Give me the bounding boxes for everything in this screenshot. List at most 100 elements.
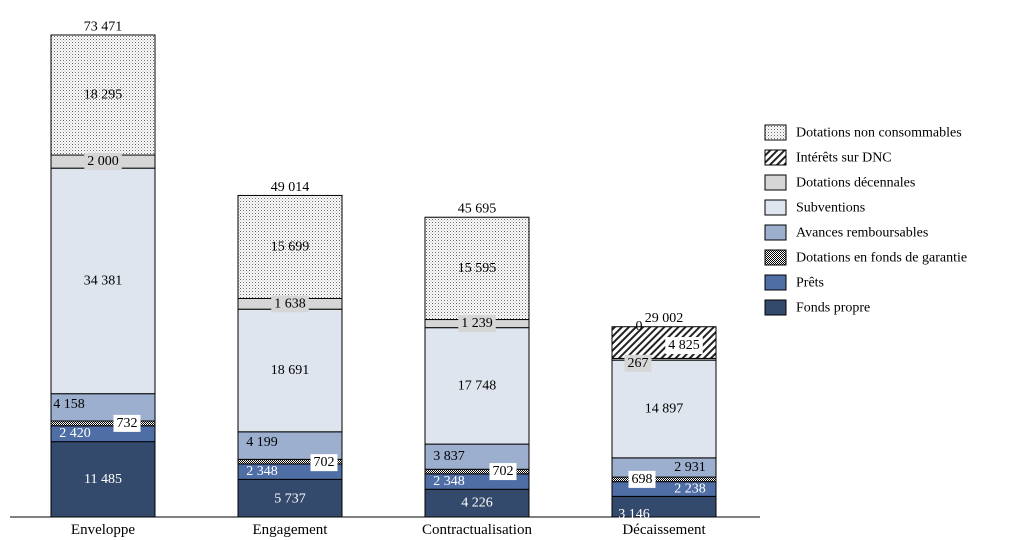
data-label-prets-enveloppe-group: 2 420 bbox=[59, 426, 91, 441]
data-label-dotations-non-consommables-engagement-group: 15 699 bbox=[271, 239, 310, 254]
bar-segment-subventions-engagement bbox=[237, 308, 343, 433]
legend-item-fonds-propre: Fonds propre bbox=[764, 299, 870, 316]
data-label-prets-decaissement-group: 2 238 bbox=[674, 482, 706, 497]
data-label-dotations-decennales-decaissement-box bbox=[624, 354, 652, 372]
data-label-avances-remboursables-decaissement: 2 931 bbox=[674, 460, 706, 475]
data-label-dotations-decennales-enveloppe-group: 2 000 bbox=[84, 153, 122, 171]
total-label-decaissement: 29 002 bbox=[645, 311, 684, 326]
data-label-subventions-enveloppe: 34 381 bbox=[84, 273, 123, 288]
data-label-dotations-decennales-enveloppe: 2 000 bbox=[87, 154, 119, 169]
data-label-dotations-decennales-enveloppe-box bbox=[84, 153, 122, 171]
legend-swatch-prets bbox=[764, 274, 787, 291]
data-label-dotations-non-consommables-contractualisation-group: 15 595 bbox=[458, 261, 497, 276]
legend-label-dotations-en-fonds-de-garantie: Dotations en fonds de garantie bbox=[796, 251, 967, 266]
legend-label-dotations-non-consommables: Dotations non consommables bbox=[796, 126, 962, 141]
category-label-decaissement: Décaissement bbox=[622, 522, 706, 538]
data-label-interets-sur-dnc-decaissement: 4 825 bbox=[668, 338, 700, 353]
data-label-prets-contractualisation-group: 2 348 bbox=[433, 474, 465, 489]
data-label-prets-contractualisation: 2 348 bbox=[433, 474, 465, 489]
legend-label-prets: Prêts bbox=[796, 276, 824, 291]
data-label-fonds-propre-contractualisation: 4 226 bbox=[461, 496, 493, 511]
data-label-fonds-propre-contractualisation-group: 4 226 bbox=[461, 496, 493, 511]
data-label-fonds-propre-decaissement: 3 146 bbox=[618, 507, 650, 522]
data-label-dotations-en-fonds-de-garantie-enveloppe-group: 732 bbox=[113, 414, 141, 432]
data-label-dotations-decennales-contractualisation-box bbox=[458, 315, 496, 333]
bar-segment-dotations-non-consommables-enveloppe bbox=[50, 34, 156, 156]
data-label-fonds-propre-decaissement-group: 3 146 bbox=[618, 507, 650, 522]
data-label-dotations-non-consommables-engagement: 15 699 bbox=[271, 239, 310, 254]
legend-swatch-dotations-decennales bbox=[764, 174, 787, 191]
data-label-dotations-en-fonds-de-garantie-contractualisation-group: 702 bbox=[489, 463, 517, 481]
legend-swatch-dotations-en-fonds-de-garantie bbox=[764, 249, 787, 266]
category-label-contractualisation: Contractualisation bbox=[422, 522, 532, 538]
bar-segment-dotations-non-consommables-engagement bbox=[237, 194, 343, 299]
data-label-dotations-decennales-engagement-box bbox=[271, 295, 309, 313]
category-labels: Enveloppe Engagement Contractualisation Déc… bbox=[71, 522, 707, 538]
bar-segment-dotations-non-consommables-contractualisation bbox=[424, 216, 530, 321]
legend-item-subventions: Subventions bbox=[764, 199, 865, 216]
data-label-dotations-en-fonds-de-garantie-enveloppe: 732 bbox=[117, 416, 138, 431]
total-label-enveloppe-group: 73 471 bbox=[84, 20, 123, 35]
data-label-dotations-en-fonds-de-garantie-enveloppe-box bbox=[113, 414, 141, 432]
data-label-subventions-engagement: 18 691 bbox=[271, 363, 310, 378]
bar-segment-fonds-propre-contractualisation bbox=[424, 488, 530, 518]
data-label-dotations-non-consommables-contractualisation: 15 595 bbox=[458, 261, 497, 276]
data-label-dotations-decennales-decaissement-group: 267 bbox=[624, 354, 652, 372]
data-label-interets-sur-dnc-decaissement-box bbox=[665, 337, 703, 355]
data-label-avances-remboursables-enveloppe: 4 158 bbox=[53, 397, 85, 412]
data-label-dotations-en-fonds-de-garantie-engagement-box bbox=[310, 454, 338, 472]
data-label-dotations-non-consommables-decaissement-group: 0 bbox=[636, 319, 643, 334]
legend-item-prets: Prêts bbox=[764, 274, 824, 291]
data-label-dotations-decennales-decaissement: 267 bbox=[628, 356, 649, 371]
legend-label-interets-sur-dnc: Intérêts sur DNC bbox=[796, 151, 892, 166]
legend-item-dotations-non-consommables: Dotations non consommables bbox=[764, 124, 962, 141]
legend-swatch-subventions bbox=[764, 199, 787, 216]
category-label-enveloppe: Enveloppe bbox=[71, 522, 135, 538]
data-label-subventions-engagement-group: 18 691 bbox=[271, 363, 310, 378]
data-label-dotations-en-fonds-de-garantie-decaissement-box bbox=[628, 470, 656, 488]
legend-item-dotations-decennales: Dotations décennales bbox=[764, 174, 915, 191]
data-label-dotations-non-consommables-enveloppe-group: 18 295 bbox=[84, 88, 123, 103]
data-label-subventions-enveloppe-group: 34 381 bbox=[84, 273, 123, 288]
data-label-prets-decaissement: 2 238 bbox=[674, 482, 706, 497]
data-label-avances-remboursables-engagement: 4 199 bbox=[246, 435, 278, 450]
total-label-contractualisation: 45 695 bbox=[458, 202, 497, 217]
data-label-dotations-decennales-engagement-group: 1 638 bbox=[271, 295, 309, 313]
data-label-avances-remboursables-decaissement-group: 2 931 bbox=[674, 460, 706, 475]
legend-swatch-avances-remboursables bbox=[764, 224, 787, 241]
data-label-fonds-propre-engagement-group: 5 737 bbox=[274, 492, 306, 507]
bar-segment-subventions-enveloppe bbox=[50, 167, 156, 395]
data-label-subventions-decaissement: 14 897 bbox=[645, 402, 684, 417]
data-label-fonds-propre-enveloppe-group: 11 485 bbox=[84, 472, 122, 487]
bar-segment-subventions-decaissement bbox=[611, 359, 717, 459]
legend-item-dotations-en-fonds-de-garantie: Dotations en fonds de garantie bbox=[764, 249, 967, 266]
data-label-interets-sur-dnc-decaissement-group: 4 825 bbox=[665, 337, 703, 355]
data-label-dotations-en-fonds-de-garantie-engagement-group: 702 bbox=[310, 454, 338, 472]
data-label-dotations-non-consommables-enveloppe: 18 295 bbox=[84, 88, 123, 103]
bar-segment-fonds-propre-enveloppe bbox=[50, 441, 156, 518]
total-label-engagement: 49 014 bbox=[271, 180, 310, 195]
data-label-prets-enveloppe: 2 420 bbox=[59, 426, 91, 441]
bar-segment-subventions-contractualisation bbox=[424, 327, 530, 445]
legend-swatch-dotations-non-consommables bbox=[764, 124, 787, 141]
data-label-subventions-decaissement-group: 14 897 bbox=[645, 402, 684, 417]
legend-label-fonds-propre: Fonds propre bbox=[796, 301, 870, 316]
data-label-dotations-en-fonds-de-garantie-decaissement: 698 bbox=[632, 472, 653, 487]
data-label-dotations-en-fonds-de-garantie-contractualisation: 702 bbox=[493, 464, 514, 479]
data-label-avances-remboursables-contractualisation-group: 3 837 bbox=[433, 449, 465, 464]
legend-item-avances-remboursables: Avances remboursables bbox=[764, 224, 928, 241]
total-label-engagement-group: 49 014 bbox=[271, 180, 310, 195]
total-label-contractualisation-group: 45 695 bbox=[458, 202, 497, 217]
data-label-dotations-non-consommables-decaissement: 0 bbox=[636, 319, 643, 334]
data-label-subventions-contractualisation: 17 748 bbox=[458, 378, 497, 393]
legend: Dotations non consommables Intérêts sur D… bbox=[764, 124, 967, 316]
legend-label-subventions: Subventions bbox=[796, 201, 865, 216]
legend-item-interets-sur-dnc: Intérêts sur DNC bbox=[764, 149, 892, 166]
data-label-dotations-en-fonds-de-garantie-decaissement-group: 698 bbox=[628, 470, 656, 488]
bars-layer bbox=[50, 34, 717, 518]
data-label-dotations-en-fonds-de-garantie-engagement: 702 bbox=[314, 455, 335, 470]
data-label-avances-remboursables-enveloppe-group: 4 158 bbox=[53, 397, 85, 412]
legend-label-dotations-decennales: Dotations décennales bbox=[796, 176, 915, 191]
data-label-subventions-contractualisation-group: 17 748 bbox=[458, 378, 497, 393]
total-label-decaissement-group: 29 002 bbox=[645, 311, 684, 326]
